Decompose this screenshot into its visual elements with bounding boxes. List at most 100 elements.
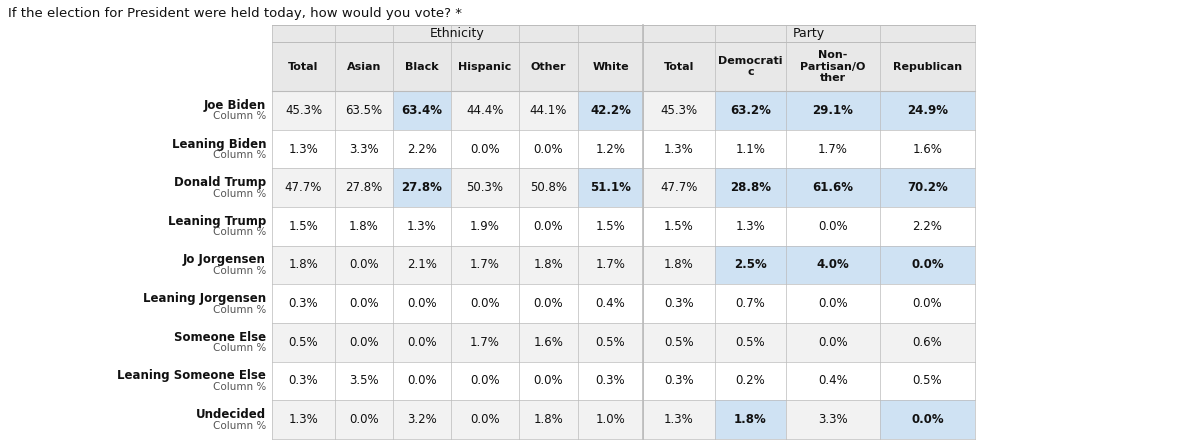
Text: Total: Total — [288, 62, 319, 71]
Bar — [272, 207, 974, 246]
Text: 3.5%: 3.5% — [349, 374, 379, 388]
Text: Black: Black — [406, 62, 439, 71]
Text: 0.3%: 0.3% — [664, 297, 694, 310]
Text: Leaning Trump: Leaning Trump — [168, 215, 266, 228]
Bar — [715, 91, 786, 130]
Bar — [880, 400, 974, 439]
Text: 4.0%: 4.0% — [817, 259, 850, 272]
Bar — [272, 42, 335, 91]
Text: 0.0%: 0.0% — [349, 259, 379, 272]
Text: Column %: Column % — [212, 266, 266, 276]
Bar — [272, 91, 974, 130]
Text: 1.3%: 1.3% — [664, 143, 694, 155]
Text: Joe Biden: Joe Biden — [204, 99, 266, 112]
Text: 0.7%: 0.7% — [736, 297, 766, 310]
Text: 0.0%: 0.0% — [911, 413, 944, 426]
Text: Someone Else: Someone Else — [174, 331, 266, 344]
Text: 0.5%: 0.5% — [913, 374, 942, 388]
Bar — [272, 130, 974, 168]
Text: 1.7%: 1.7% — [470, 259, 500, 272]
Text: 27.8%: 27.8% — [402, 181, 443, 194]
Text: 0.4%: 0.4% — [595, 297, 625, 310]
Text: 1.9%: 1.9% — [470, 220, 500, 233]
Text: Undecided: Undecided — [196, 408, 266, 421]
Text: 0.0%: 0.0% — [818, 297, 848, 310]
Text: 1.6%: 1.6% — [534, 336, 564, 349]
Text: 0.0%: 0.0% — [470, 413, 500, 426]
Text: 2.2%: 2.2% — [407, 143, 437, 155]
Bar — [578, 168, 643, 207]
Bar — [643, 25, 974, 42]
Text: Donald Trump: Donald Trump — [174, 176, 266, 189]
Text: If the election for President were held today, how would you vote? *: If the election for President were held … — [8, 7, 462, 19]
Text: 51.1%: 51.1% — [590, 181, 631, 194]
Bar — [394, 91, 451, 130]
Text: 0.3%: 0.3% — [289, 297, 318, 310]
Text: Leaning Biden: Leaning Biden — [172, 137, 266, 151]
Text: 0.6%: 0.6% — [913, 336, 942, 349]
Text: 0.0%: 0.0% — [818, 220, 848, 233]
Bar — [272, 25, 643, 42]
Bar — [880, 42, 974, 91]
Text: 29.1%: 29.1% — [812, 104, 853, 117]
Text: Leaning Someone Else: Leaning Someone Else — [118, 369, 266, 382]
Text: 1.2%: 1.2% — [595, 143, 625, 155]
Bar — [786, 91, 880, 130]
Text: 0.0%: 0.0% — [534, 220, 563, 233]
Bar — [272, 246, 974, 284]
Text: 0.4%: 0.4% — [818, 374, 848, 388]
Text: Column %: Column % — [212, 227, 266, 237]
Bar — [394, 42, 451, 91]
Text: 27.8%: 27.8% — [346, 181, 383, 194]
Text: 0.3%: 0.3% — [289, 374, 318, 388]
Bar — [715, 400, 786, 439]
Text: 1.8%: 1.8% — [534, 259, 563, 272]
Text: 0.3%: 0.3% — [664, 374, 694, 388]
Text: 1.3%: 1.3% — [664, 413, 694, 426]
Bar — [715, 246, 786, 284]
Text: 1.1%: 1.1% — [736, 143, 766, 155]
Text: 0.5%: 0.5% — [736, 336, 766, 349]
Text: 0.0%: 0.0% — [470, 297, 500, 310]
Text: 0.5%: 0.5% — [289, 336, 318, 349]
Text: 1.8%: 1.8% — [534, 413, 563, 426]
Text: 1.7%: 1.7% — [595, 259, 625, 272]
Text: 1.8%: 1.8% — [734, 413, 767, 426]
Text: 1.0%: 1.0% — [595, 413, 625, 426]
Text: Column %: Column % — [212, 111, 266, 121]
Bar — [643, 42, 715, 91]
Bar — [451, 42, 520, 91]
Text: 1.7%: 1.7% — [470, 336, 500, 349]
Text: 1.7%: 1.7% — [818, 143, 848, 155]
Bar — [394, 168, 451, 207]
Text: White: White — [592, 62, 629, 71]
Text: 50.8%: 50.8% — [530, 181, 568, 194]
Bar — [880, 91, 974, 130]
Text: 44.4%: 44.4% — [467, 104, 504, 117]
Text: 0.0%: 0.0% — [407, 374, 437, 388]
Text: 0.0%: 0.0% — [349, 336, 379, 349]
Text: 61.6%: 61.6% — [812, 181, 853, 194]
Bar — [786, 246, 880, 284]
Bar — [715, 168, 786, 207]
Text: 0.0%: 0.0% — [407, 297, 437, 310]
Text: 70.2%: 70.2% — [907, 181, 948, 194]
Text: Column %: Column % — [212, 305, 266, 315]
Text: 47.7%: 47.7% — [284, 181, 322, 194]
Text: 3.2%: 3.2% — [407, 413, 437, 426]
Text: 50.3%: 50.3% — [467, 181, 504, 194]
Text: Column %: Column % — [212, 382, 266, 392]
Text: 42.2%: 42.2% — [590, 104, 631, 117]
Text: 0.0%: 0.0% — [913, 297, 942, 310]
Bar — [272, 361, 974, 400]
Text: 3.3%: 3.3% — [818, 413, 848, 426]
Bar — [715, 42, 786, 91]
Text: 1.3%: 1.3% — [289, 143, 318, 155]
Text: Ethnicity: Ethnicity — [430, 27, 485, 40]
Text: 0.5%: 0.5% — [595, 336, 625, 349]
Text: 24.9%: 24.9% — [907, 104, 948, 117]
Bar — [520, 42, 578, 91]
Text: 0.0%: 0.0% — [470, 374, 500, 388]
Text: Jo Jorgensen: Jo Jorgensen — [184, 253, 266, 267]
Bar — [578, 42, 643, 91]
